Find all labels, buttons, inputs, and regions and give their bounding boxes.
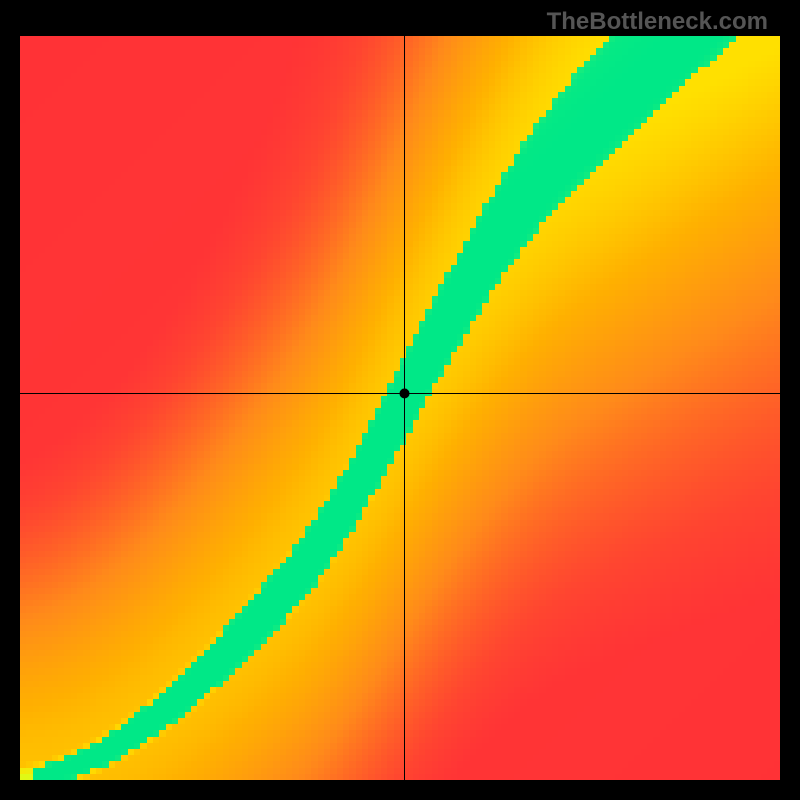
bottleneck-heatmap: [20, 36, 780, 780]
watermark-text: TheBottleneck.com: [547, 8, 768, 36]
chart-container: TheBottleneck.com: [0, 0, 800, 800]
